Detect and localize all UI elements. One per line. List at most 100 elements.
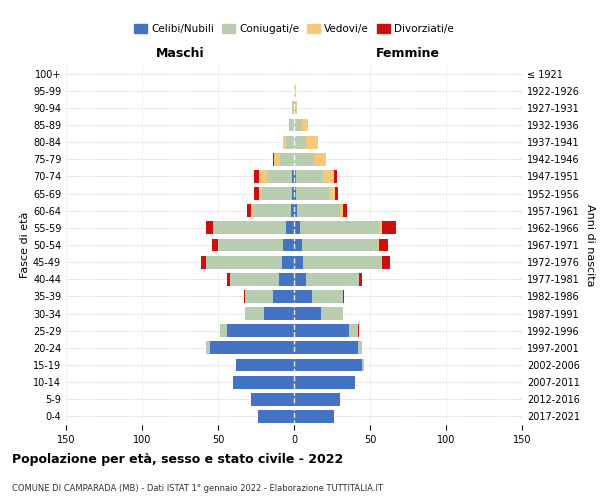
Text: Femmine: Femmine [376, 47, 440, 60]
Bar [257, 410, 294, 423]
Bar [359, 273, 362, 285]
Bar [329, 187, 335, 200]
Bar [294, 84, 296, 97]
Bar [294, 102, 296, 114]
Bar [282, 256, 294, 268]
Bar [296, 187, 329, 200]
Bar [302, 118, 308, 132]
Bar [251, 204, 253, 217]
Bar [211, 342, 294, 354]
Legend: Celibi/Nubili, Coniugati/e, Vedovi/e, Divorziati/e: Celibi/Nubili, Coniugati/e, Vedovi/e, Di… [130, 20, 458, 38]
Bar [206, 256, 282, 268]
Bar [343, 290, 344, 303]
Text: Popolazione per età, sesso e stato civile - 2022: Popolazione per età, sesso e stato civil… [12, 452, 343, 466]
Bar [379, 222, 382, 234]
Bar [302, 238, 377, 252]
Bar [379, 238, 388, 252]
Bar [259, 170, 266, 183]
Bar [273, 290, 294, 303]
Bar [306, 273, 359, 285]
Bar [245, 290, 273, 303]
Bar [283, 238, 294, 252]
Bar [377, 238, 379, 252]
Text: COMUNE DI CAMPARADA (MB) - Dati ISTAT 1° gennaio 2022 - Elaborazione TUTTITALIA.: COMUNE DI CAMPARADA (MB) - Dati ISTAT 1°… [12, 484, 383, 493]
Bar [294, 393, 340, 406]
Bar [254, 170, 259, 183]
Bar [323, 170, 334, 183]
Bar [218, 238, 283, 252]
Bar [314, 153, 326, 166]
Bar [286, 136, 294, 148]
Bar [212, 238, 218, 252]
Bar [294, 342, 358, 354]
Bar [294, 204, 297, 217]
Bar [251, 393, 294, 406]
Bar [294, 187, 296, 200]
Bar [273, 153, 274, 166]
Y-axis label: Anni di nascita: Anni di nascita [586, 204, 595, 286]
Bar [297, 204, 340, 217]
Bar [263, 307, 294, 320]
Bar [349, 324, 358, 337]
Bar [262, 187, 292, 200]
Bar [253, 204, 291, 217]
Bar [230, 273, 279, 285]
Bar [294, 273, 306, 285]
Bar [334, 170, 337, 183]
Bar [206, 222, 214, 234]
Bar [274, 153, 280, 166]
Bar [201, 256, 206, 268]
Bar [335, 187, 338, 200]
Bar [303, 256, 382, 268]
Bar [296, 102, 297, 114]
Bar [266, 170, 292, 183]
Bar [306, 136, 319, 148]
Bar [227, 324, 294, 337]
Bar [279, 273, 294, 285]
Bar [289, 118, 294, 132]
Bar [358, 342, 362, 354]
Bar [362, 358, 364, 372]
Bar [244, 290, 245, 303]
Bar [280, 153, 294, 166]
Bar [343, 204, 347, 217]
Bar [340, 204, 343, 217]
Bar [247, 204, 251, 217]
Bar [382, 222, 396, 234]
Bar [294, 153, 314, 166]
Bar [300, 222, 379, 234]
Bar [294, 170, 296, 183]
Bar [254, 187, 259, 200]
Bar [214, 222, 286, 234]
Bar [294, 324, 349, 337]
Bar [358, 324, 359, 337]
Bar [294, 376, 355, 388]
Bar [233, 376, 294, 388]
Bar [283, 136, 286, 148]
Bar [294, 222, 300, 234]
Bar [322, 307, 343, 320]
Bar [294, 410, 334, 423]
Y-axis label: Fasce di età: Fasce di età [20, 212, 30, 278]
Bar [294, 290, 312, 303]
Bar [294, 256, 303, 268]
Bar [312, 290, 343, 303]
Bar [292, 170, 294, 183]
Bar [294, 118, 302, 132]
Bar [292, 187, 294, 200]
Bar [259, 187, 262, 200]
Bar [236, 358, 294, 372]
Bar [206, 342, 211, 354]
Bar [227, 273, 230, 285]
Text: Maschi: Maschi [155, 47, 205, 60]
Bar [291, 204, 294, 217]
Bar [294, 238, 302, 252]
Bar [296, 170, 323, 183]
Bar [294, 307, 322, 320]
Bar [245, 307, 263, 320]
Bar [286, 222, 294, 234]
Bar [294, 358, 362, 372]
Bar [294, 136, 306, 148]
Bar [292, 102, 294, 114]
Bar [220, 324, 227, 337]
